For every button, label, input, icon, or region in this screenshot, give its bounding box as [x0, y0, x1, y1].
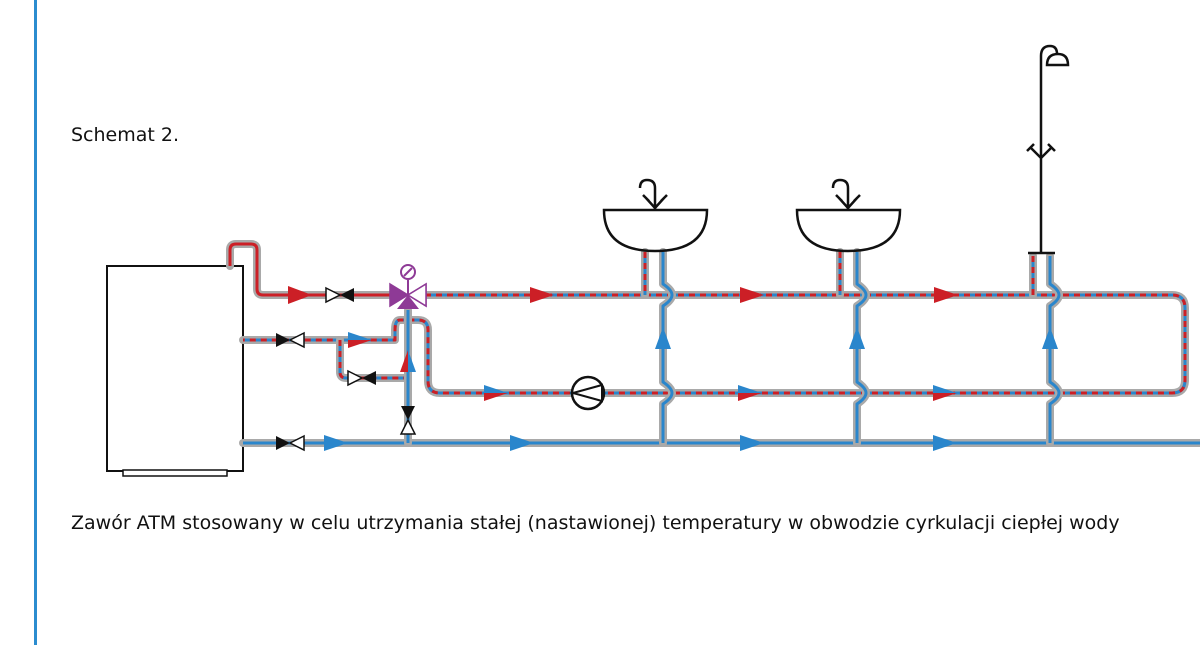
- mixed-circulation-loop: [239, 291, 1189, 397]
- diagram-caption: Zawór ATM stosowany w celu utrzymania st…: [71, 512, 1120, 534]
- shower: [1026, 44, 1070, 255]
- shutoff-valve-hot[interactable]: [325, 287, 355, 303]
- shutoff-valve-cold-feed[interactable]: [400, 405, 416, 435]
- boiler: [106, 265, 244, 472]
- boiler-base: [122, 469, 228, 477]
- diagram-title: Schemat 2.: [71, 124, 180, 146]
- page-frame-line: [34, 0, 37, 645]
- washbasin-2: [795, 178, 902, 253]
- shutoff-valve-bypass[interactable]: [347, 370, 377, 386]
- shutoff-valve-return[interactable]: [275, 332, 305, 348]
- thermostatic-mixing-valve[interactable]: [389, 264, 427, 309]
- circulation-pump[interactable]: [569, 375, 606, 411]
- shutoff-valve-cold[interactable]: [275, 435, 305, 451]
- washbasin-1: [602, 178, 709, 253]
- hot-supply-pipe: [226, 240, 399, 299]
- flow-arrows: [288, 286, 1058, 451]
